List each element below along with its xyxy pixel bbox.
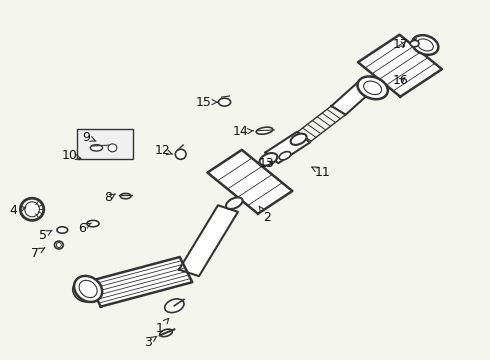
Text: 11: 11: [312, 166, 331, 179]
Ellipse shape: [165, 299, 184, 312]
Ellipse shape: [358, 76, 388, 99]
Ellipse shape: [364, 81, 382, 95]
Ellipse shape: [412, 35, 439, 55]
Text: 16: 16: [393, 74, 409, 87]
Ellipse shape: [73, 281, 96, 302]
Ellipse shape: [79, 280, 97, 298]
Polygon shape: [179, 205, 238, 276]
Text: 10: 10: [62, 149, 81, 162]
Text: 4: 4: [10, 204, 25, 217]
Text: 8: 8: [104, 192, 116, 204]
Text: 13: 13: [259, 157, 275, 170]
Ellipse shape: [410, 40, 419, 47]
Text: 2: 2: [259, 206, 271, 224]
Polygon shape: [331, 83, 371, 114]
Ellipse shape: [160, 329, 172, 337]
Ellipse shape: [260, 153, 277, 166]
Ellipse shape: [57, 227, 68, 233]
Text: 14: 14: [232, 125, 253, 138]
Ellipse shape: [90, 145, 102, 151]
Polygon shape: [358, 35, 442, 97]
Polygon shape: [363, 80, 376, 95]
Ellipse shape: [56, 243, 61, 248]
Text: 5: 5: [39, 229, 52, 242]
Text: 6: 6: [78, 222, 91, 235]
Text: 17: 17: [393, 38, 409, 51]
Text: 12: 12: [154, 144, 173, 157]
Ellipse shape: [108, 144, 117, 152]
Ellipse shape: [87, 220, 99, 227]
Ellipse shape: [74, 276, 102, 302]
Ellipse shape: [54, 241, 63, 249]
Ellipse shape: [279, 152, 291, 160]
Polygon shape: [88, 257, 192, 307]
Ellipse shape: [219, 98, 231, 106]
Ellipse shape: [256, 127, 273, 134]
Polygon shape: [207, 150, 293, 214]
Text: 1: 1: [156, 318, 169, 335]
Ellipse shape: [226, 197, 243, 209]
Text: 7: 7: [31, 247, 45, 260]
Ellipse shape: [175, 149, 186, 159]
Ellipse shape: [120, 193, 131, 199]
Ellipse shape: [417, 39, 433, 51]
Text: 15: 15: [196, 96, 218, 109]
Ellipse shape: [25, 202, 39, 217]
Polygon shape: [265, 132, 310, 163]
Text: 3: 3: [144, 336, 157, 349]
Text: 9: 9: [83, 131, 96, 144]
Ellipse shape: [291, 134, 307, 145]
Bar: [77, 129, 133, 158]
Ellipse shape: [21, 198, 44, 220]
